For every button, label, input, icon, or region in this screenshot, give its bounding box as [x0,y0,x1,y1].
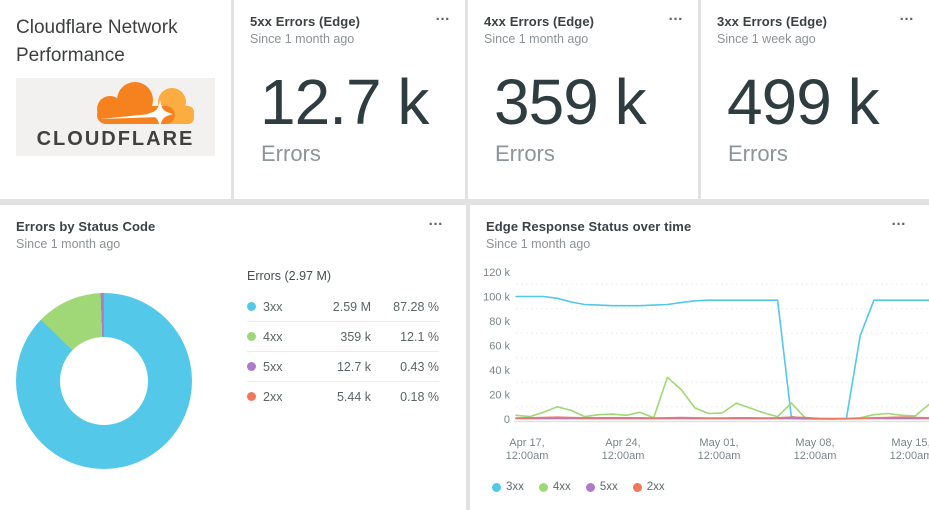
card-menu-icon[interactable]: … [428,212,444,229]
series-label: 4xx [263,329,283,344]
x-axis-tick-label: May 15, 12:00am [889,437,929,462]
line-chart-card: Edge Response Status over time Since 1 m… [470,205,929,510]
series-label: 3xx [263,299,283,314]
dashboard-title-card: Cloudflare Network Performance CLOUDFLAR… [0,0,231,199]
card-subtitle: Since 1 month ago [484,32,589,46]
card-title: 3xx Errors (Edge) [717,14,828,29]
pie-table-row-5xx[interactable]: 5xx 12.7 k 0.43 % [247,351,439,381]
series-label: 5xx [263,359,283,374]
card-title: Errors by Status Code [16,219,156,234]
legend-item-4xx[interactable]: 4xx [538,481,571,493]
series-name: 2xx [247,390,319,404]
legend-color-dot-icon [492,482,501,492]
billboard-unit: Errors [261,141,321,166]
series-value: 359 k [340,329,371,344]
series-percent: 12.1 % [400,329,439,344]
card-menu-icon[interactable]: … [899,7,915,24]
legend-color-dot-icon [585,482,595,492]
y-axis-tick-label: 120 k [483,267,510,279]
legend-item-3xx[interactable]: 3xx [492,481,524,493]
series-percent: 0.43 % [400,359,439,374]
cloudflare-wordmark: CLOUDFLARE [36,128,195,150]
series-line-2xx [515,416,929,420]
series-name: 5xx [247,360,319,374]
billboard-card-4xx: 4xx Errors (Edge) Since 1 month ago … 35… [468,0,698,199]
cloudflare-logo: CLOUDFLARE [16,78,215,156]
billboard-value-5xx: 12.7 k [260,66,429,138]
card-subtitle: Since 1 week ago [717,32,816,46]
series-name: 4xx [247,330,319,344]
card-header: 4xx Errors (Edge) Since 1 month ago [484,14,664,46]
y-axis-tick-label: 0 [504,414,510,426]
pie-table-row-4xx[interactable]: 4xx 359 k 12.1 % [247,321,439,351]
legend-color-dot-icon [538,482,548,492]
card-title: 4xx Errors (Edge) [484,14,595,29]
card-header: Edge Response Status over time Since 1 m… [486,219,895,251]
card-title: 5xx Errors (Edge) [250,14,361,29]
series-value: 12.7 k [336,359,371,374]
card-title: Edge Response Status over time [486,219,692,234]
legend-label: 3xx [506,481,524,493]
series-label: 2xx [263,389,283,404]
series-name: 3xx [247,300,319,314]
x-axis-tick-label: May 08, 12:00am [793,437,837,462]
card-header: Errors by Status Code Since 1 month ago [16,219,432,251]
legend-item-5xx[interactable]: 5xx [585,481,618,493]
series-color-dot-icon [247,332,256,341]
card-header: 3xx Errors (Edge) Since 1 week ago [717,14,895,46]
card-header: 5xx Errors (Edge) Since 1 month ago [250,14,431,46]
page-title-line1: Cloudflare Network [16,17,178,38]
series-color-dot-icon [247,392,256,401]
x-axis-tick-label: Apr 24, 12:00am [601,437,645,462]
pie-table-header: Errors (2.97 M) [247,269,332,283]
billboard-card-3xx: 3xx Errors (Edge) Since 1 week ago … 499… [701,0,929,199]
x-axis-tick-label: May 01, 12:00am [697,437,741,462]
billboard-unit: Errors [495,141,555,166]
cloudflare-cloud-icon [97,82,194,128]
series-color-dot-icon [247,362,256,371]
legend-label: 2xx [646,481,665,493]
card-menu-icon[interactable]: … [435,7,451,24]
series-value: 2.59 M [332,299,371,314]
series-percent: 87.28 % [393,299,439,314]
y-axis-tick-label: 40 k [489,365,510,377]
y-axis-tick-label: 60 k [489,341,510,353]
series-value: 5.44 k [336,389,371,404]
donut-chart[interactable] [16,293,192,469]
pie-card: Errors by Status Code Since 1 month ago … [0,205,466,510]
pie-table-row-2xx[interactable]: 2xx 5.44 k 0.18 % [247,381,439,411]
card-subtitle: Since 1 month ago [250,32,355,46]
card-subtitle: Since 1 month ago [486,237,591,251]
legend-item-2xx[interactable]: 2xx [632,481,665,493]
pie-table-row-3xx[interactable]: 3xx 2.59 M 87.28 % [247,292,439,321]
series-color-dot-icon [247,302,256,311]
x-axis-tick-label: Apr 17, 12:00am [505,437,549,462]
card-subtitle: Since 1 month ago [16,237,121,251]
billboard-value-3xx: 499 k [727,66,880,138]
billboard-unit: Errors [728,141,788,166]
card-menu-icon[interactable]: … [668,7,684,24]
y-axis-tick-label: 80 k [489,316,510,328]
pie-legend-table: Errors (2.97 M) 3xx 2.59 M 87.28 % 4xx 359 k… [247,269,439,411]
y-axis-tick-label: 20 k [489,390,510,402]
billboard-card-5xx: 5xx Errors (Edge) Since 1 month ago … 12… [234,0,465,199]
x-axis-labels: Apr 17, 12:00am Apr 24, 12:00am May 01, 12:00… [470,437,929,465]
page-title: Cloudflare Network Performance [16,14,178,70]
billboard-value-4xx: 359 k [494,66,647,138]
line-chart[interactable]: 0 20 k 40 k 60 k 80 k 100 k 120 k [470,265,929,437]
pie-table-rows: 3xx 2.59 M 87.28 % 4xx 359 k 12.1 % 5xx 12.7 k 0… [247,292,439,411]
series-line-3xx [515,295,929,420]
legend-label: 4xx [552,481,571,493]
series-percent: 0.18 % [400,389,439,404]
page-title-line2: Performance [16,45,125,66]
card-menu-icon[interactable]: … [891,212,907,229]
legend-label: 5xx [599,481,618,493]
y-axis-tick-label: 100 k [483,292,510,304]
legend-color-dot-icon [632,482,642,492]
line-chart-legend: 3xx 4xx 5xx 2xx [492,481,665,493]
series-line-4xx [515,376,929,420]
